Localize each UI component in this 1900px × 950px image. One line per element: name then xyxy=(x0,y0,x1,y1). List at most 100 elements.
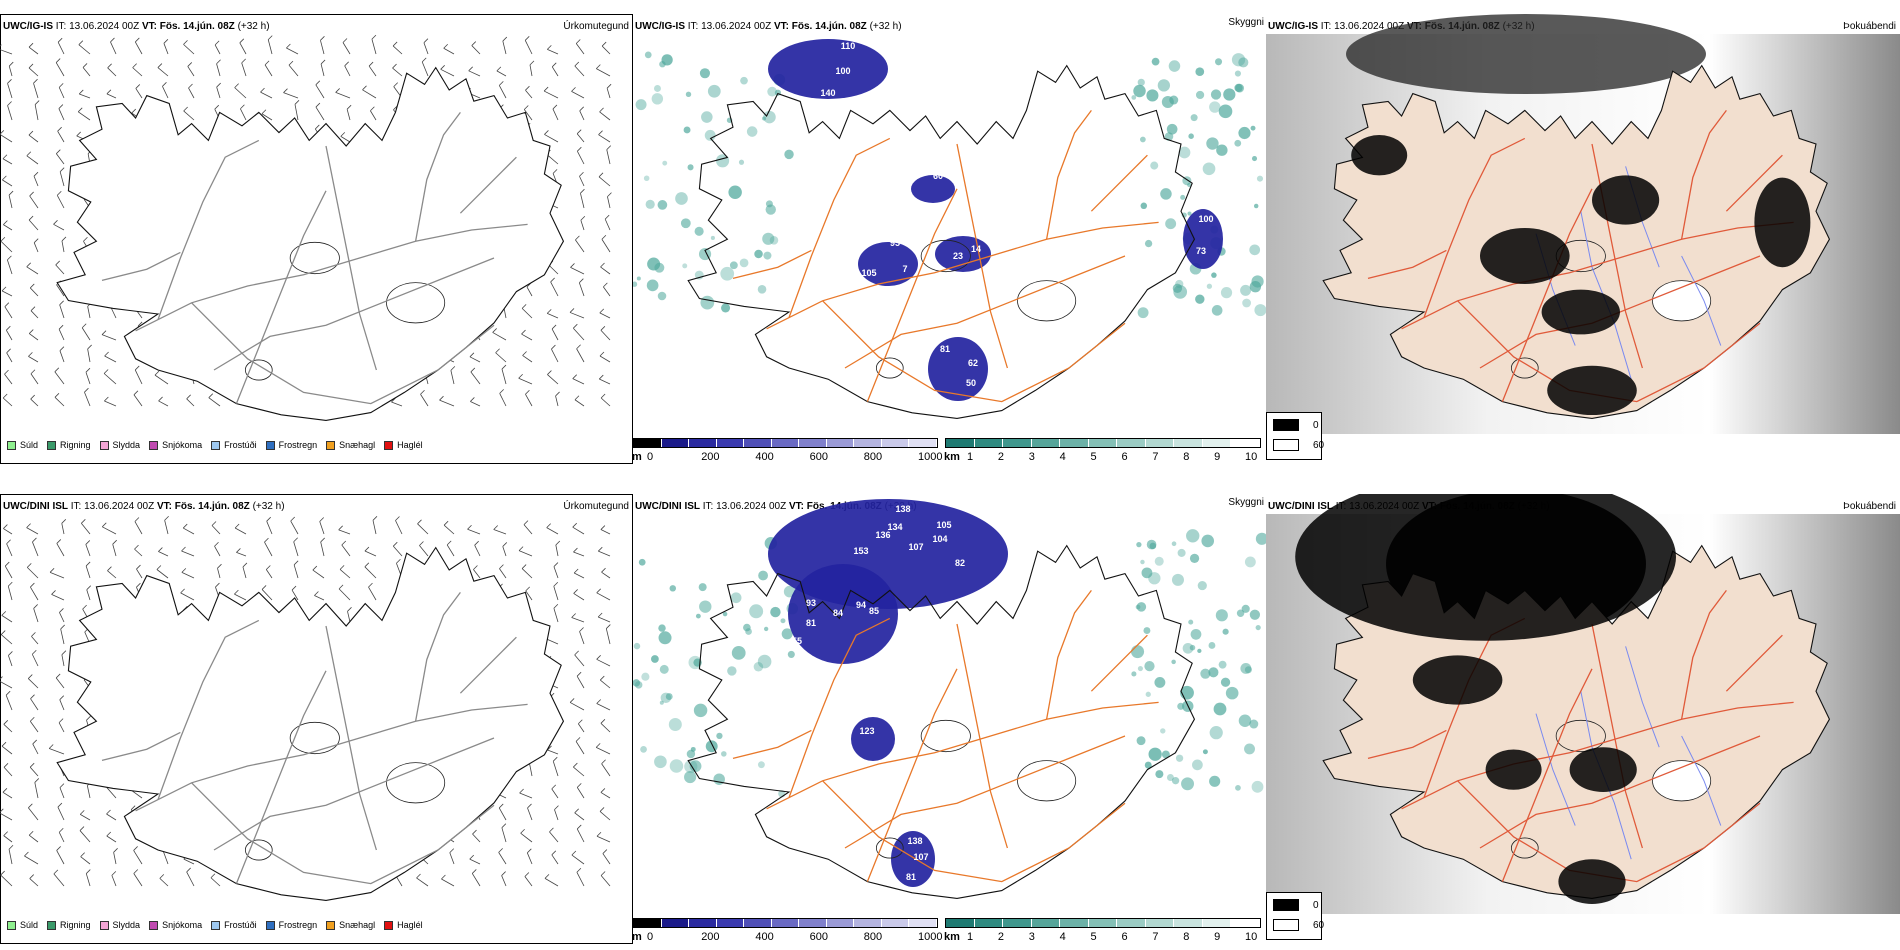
cloud-base-label: 95 xyxy=(890,238,900,248)
legend-label: Haglél xyxy=(397,440,423,450)
precip-map xyxy=(0,515,611,901)
colorbar-step xyxy=(1202,919,1232,927)
panel-title: Þokuábendi xyxy=(1843,21,1896,32)
fog-legend: 0 60 xyxy=(1266,412,1325,460)
colorbar-tick-label: 0 xyxy=(647,451,654,463)
legend-label: 0 xyxy=(1313,419,1319,431)
colorbar-strip xyxy=(633,918,938,928)
cloud-visibility-panel-top: UWC/IG-IS IT: 13.06.2024 00Z VT: Fös. 14… xyxy=(633,14,1266,464)
cloud-base-label: 107 xyxy=(913,852,928,862)
colorbar-step xyxy=(1031,439,1061,447)
fog-legend-min: 0 xyxy=(1273,899,1319,911)
colorbar-unit: m xyxy=(633,451,642,463)
colorbar-tick-label: 10 xyxy=(1245,451,1258,463)
precip-legend: Súld Rigning Slydda Snjókoma Frostúði Frostre… xyxy=(7,920,432,930)
colorbar-tick-label: 5 xyxy=(1090,931,1097,943)
model-name: UWC/IG-IS xyxy=(1268,21,1318,32)
cloud-base-label: 60 xyxy=(933,171,943,181)
cloud-base-label: 105 xyxy=(861,268,876,278)
colorbar-tick-label: 3 xyxy=(1028,931,1035,943)
legend-swatch xyxy=(1273,919,1299,931)
legend-item: Súld xyxy=(7,920,38,930)
colorbar-tick-label: 4 xyxy=(1059,931,1066,943)
lead-time: (+32 h) xyxy=(869,21,902,32)
iceland-outline xyxy=(687,544,1196,899)
legend-label: Slydda xyxy=(112,920,141,930)
cloud-base-label: 82 xyxy=(955,558,965,568)
colorbar-tick-label: 4 xyxy=(1059,451,1066,463)
legend-swatch xyxy=(47,920,57,930)
panel-header: UWC/DINI ISL IT: 13.06.2024 00Z VT: Fös.… xyxy=(3,501,285,513)
colorbar-tick-label: 3 xyxy=(1028,451,1035,463)
colorbar-tick-label: 8 xyxy=(1183,451,1190,463)
colorbar-tick-label: 200 xyxy=(701,451,720,463)
fog-legend-max: 60 xyxy=(1273,919,1324,931)
legend-item: Haglél xyxy=(384,440,423,450)
cloud-base-label: 84 xyxy=(833,608,843,618)
cloud-base-label: 110 xyxy=(841,41,856,51)
legend-item: Snjókoma xyxy=(149,440,202,450)
cloud-base-label: 104 xyxy=(932,534,947,544)
colorbar-tick-label: 7 xyxy=(1152,931,1159,943)
colorbar-tick-label: 1000 xyxy=(918,931,943,943)
legend-swatch xyxy=(211,920,221,930)
legend-item: Rigning xyxy=(47,440,91,450)
legend-swatch xyxy=(149,440,159,450)
colorbar-strip xyxy=(945,438,1261,448)
colorbar-tick-label: 0 xyxy=(647,931,654,943)
colorbar-step xyxy=(1231,919,1261,927)
cloud-base-label: 55 xyxy=(792,636,802,646)
cloud-base-label: 267 xyxy=(735,36,750,46)
fog-legend: 0 60 xyxy=(1266,892,1324,940)
lead-time: (+32 h) xyxy=(237,21,270,32)
lead-time: (+32 h) xyxy=(252,501,285,512)
fog-map xyxy=(1266,494,1900,914)
colorbar-step xyxy=(744,439,772,447)
colorbar-tick-label: 9 xyxy=(1214,451,1221,463)
legend-swatch xyxy=(7,440,16,450)
cloud-base-label: 85 xyxy=(869,606,879,616)
legend-item: Frostúði xyxy=(211,440,257,450)
panel-title: Þokuábendi xyxy=(1843,501,1896,512)
legend-label: Snjókoma xyxy=(162,920,203,930)
fog-legend-min: 0 xyxy=(1273,419,1319,431)
cloud-base-label: 81 xyxy=(940,344,950,354)
colorbar-tick-label: 600 xyxy=(809,931,828,943)
precip-type-panel-top: UWC/IG-IS IT: 13.06.2024 00Z VT: Fös. 14… xyxy=(0,14,633,464)
legend-item: Rigning xyxy=(47,920,91,930)
cloud-base-label: 153 xyxy=(853,546,868,556)
colorbar-step xyxy=(1003,919,1032,927)
colorbar-step xyxy=(1060,919,1089,927)
valid-time-label: VT: xyxy=(788,501,804,512)
colorbar-step xyxy=(716,439,745,447)
colorbar-step xyxy=(909,919,938,927)
legend-item: Súld xyxy=(7,440,38,450)
colorbar-step xyxy=(854,439,882,447)
cloud-base-labels: 267 110 100 140 75 60 95 7 105 23 14 81 62 50 100 73 xyxy=(735,36,1213,388)
fog-land-field xyxy=(1322,64,1831,419)
iceland-outline xyxy=(687,64,1196,419)
colorbar-tick-label: 9 xyxy=(1214,931,1221,943)
legend-label: 0 xyxy=(1313,899,1319,911)
legend-label: Snæhagl xyxy=(339,440,376,450)
legend-item: Frostúði xyxy=(211,920,257,930)
legend-label: Súld xyxy=(20,920,39,930)
cloud-base-label: 81 xyxy=(806,618,816,628)
panel-title: Skyggni xyxy=(1228,17,1264,28)
cloud-base-label: 140 xyxy=(820,88,835,98)
legend-label: Rigning xyxy=(60,920,91,930)
cloud-visibility-panel-bottom: UWC/DINI ISL IT: 13.06.2024 00Z VT: Fös.… xyxy=(633,494,1266,944)
legend-label: 60 xyxy=(1313,439,1325,451)
init-time: IT: 13.06.2024 00Z xyxy=(687,21,772,32)
precip-legend: Súld Rigning Slydda Snjókoma Frostúði Frostre… xyxy=(7,440,432,450)
cloud-base-label: 14 xyxy=(971,244,981,254)
colorbar-step xyxy=(881,919,910,927)
legend-label: Súld xyxy=(20,440,39,450)
panel-title: Úrkomutegund xyxy=(563,21,629,32)
colorbar-tick-label: 6 xyxy=(1121,931,1128,943)
legend-label: Frostregn xyxy=(278,440,318,450)
panel-title: Úrkomutegund xyxy=(563,501,629,512)
colorbar-tick-label: 7 xyxy=(1152,451,1159,463)
colorbar-unit: m xyxy=(633,931,642,943)
